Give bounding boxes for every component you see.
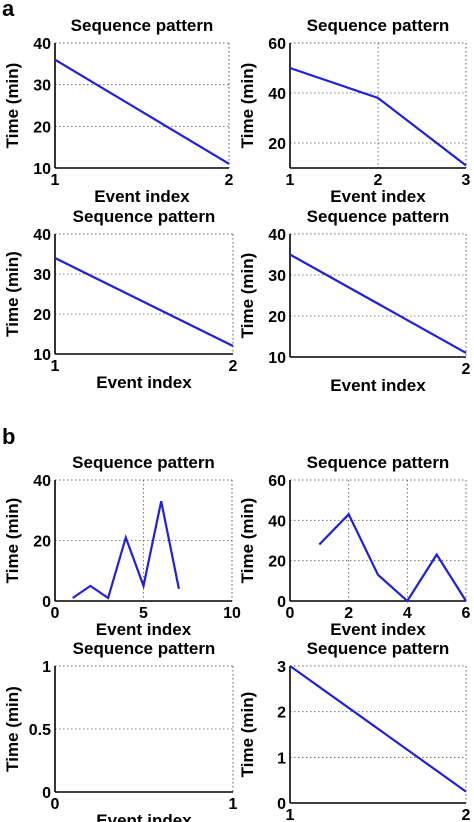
y-tick-label: 2	[277, 705, 286, 722]
series-line	[289, 66, 467, 167]
y-axis-label: Time (min)	[3, 63, 22, 149]
x-axis-label: Event index	[96, 373, 192, 392]
y-tick-label: 0	[42, 785, 51, 802]
x-tick-label: 1	[286, 807, 295, 822]
y-tick-label: 1	[277, 750, 286, 767]
y-tick-label: 40	[33, 227, 51, 244]
chart-3: 10 20 30 40 1 2 Sequence pattern Event index Tim…	[3, 207, 238, 392]
x-tick-label: 4	[403, 605, 412, 622]
series-line	[72, 500, 180, 600]
chart-title: Sequence pattern	[307, 639, 450, 658]
chart-title: Sequence pattern	[307, 207, 450, 226]
x-tick-label: 2	[462, 807, 471, 822]
x-tick-label: 10	[223, 605, 241, 622]
chart-title: Sequence pattern	[71, 16, 214, 35]
x-tick-label: 1	[51, 358, 60, 375]
y-tick-label: 3	[277, 659, 286, 676]
y-tick-label: 30	[33, 267, 51, 284]
x-axis-label: Event index	[96, 811, 192, 822]
x-tick-label: 0	[51, 796, 60, 813]
y-tick-label: 10	[268, 350, 286, 367]
y-tick-label: 0	[277, 796, 286, 813]
x-tick-label: 2	[462, 361, 471, 378]
chart-title: Sequence pattern	[72, 453, 215, 472]
x-tick-label: 1	[286, 172, 295, 189]
x-tick-label: 0	[51, 605, 60, 622]
y-axis-label: Time (min)	[238, 498, 257, 584]
chart-2: 20 40 60 1 2 3 Sequence pattern Event index Time…	[238, 16, 471, 206]
y-axis-label: Time (min)	[238, 692, 257, 778]
x-tick-label: 2	[225, 172, 234, 189]
y-tick-label: 20	[268, 309, 286, 326]
chart-6: 0 20 40 60 0 2 4 6 Sequence pattern Event index Ti…	[238, 453, 471, 639]
x-tick-label: 1	[229, 796, 238, 813]
y-tick-label: 0.5	[29, 722, 51, 739]
y-tick-label: 30	[33, 78, 51, 95]
y-axis-label: Time (min)	[238, 253, 257, 339]
chart-4: 10 20 30 40 2 Sequence pattern Event index Time…	[238, 207, 471, 395]
y-axis-label: Time (min)	[3, 686, 22, 772]
x-axis-label: Event index	[330, 187, 426, 206]
chart-title: Sequence pattern	[73, 207, 216, 226]
x-tick-label: 3	[462, 172, 471, 189]
x-axis-label: Event index	[330, 620, 426, 639]
panel-label-a: a	[2, 0, 15, 21]
chart-5: 0 20 40 0 5 10 Sequence pattern Event index Time…	[3, 453, 241, 639]
x-tick-label: 2	[374, 172, 383, 189]
y-tick-label: 20	[33, 534, 51, 551]
y-tick-label: 40	[268, 227, 286, 244]
y-tick-label: 40	[33, 473, 51, 490]
y-tick-label: 30	[268, 268, 286, 285]
y-tick-label: 1	[42, 659, 51, 676]
chart-1: 10 20 30 40 1 2 Sequence pattern Event index Tim…	[3, 16, 234, 206]
chart-title: Sequence pattern	[307, 453, 450, 472]
y-tick-label: 40	[33, 36, 51, 53]
series-line	[54, 58, 230, 165]
series-line	[289, 665, 467, 793]
y-tick-label: 40	[268, 513, 286, 530]
y-tick-label: 20	[268, 136, 286, 153]
x-tick-label: 2	[229, 358, 238, 375]
y-axis-label: Time (min)	[238, 63, 257, 149]
y-tick-label: 60	[268, 36, 286, 53]
chart-title: Sequence pattern	[73, 639, 216, 658]
series-line	[289, 253, 467, 354]
x-axis-label: Event index	[330, 376, 426, 395]
y-axis-label: Time (min)	[3, 498, 22, 584]
x-tick-label: 0	[286, 605, 295, 622]
x-tick-label: 2	[344, 605, 353, 622]
x-axis-label: Event index	[94, 187, 190, 206]
x-axis-label: Event index	[96, 620, 192, 639]
chart-title: Sequence pattern	[307, 16, 450, 35]
y-tick-label: 20	[33, 307, 51, 324]
y-axis-label: Time (min)	[3, 251, 22, 337]
chart-7: 0 0.5 1 0 1 Sequence pattern Event index Time (…	[3, 639, 238, 822]
y-tick-label: 0	[277, 594, 286, 611]
y-tick-label: 0	[42, 594, 51, 611]
y-tick-label: 20	[33, 119, 51, 136]
series-line	[54, 257, 234, 347]
x-tick-label: 1	[51, 172, 60, 189]
y-tick-label: 60	[268, 473, 286, 490]
y-tick-label: 10	[33, 347, 51, 364]
y-tick-label: 40	[268, 86, 286, 103]
panel-label-b: b	[2, 424, 16, 449]
series-line	[318, 512, 467, 603]
y-tick-label: 10	[33, 161, 51, 178]
y-tick-label: 20	[268, 554, 286, 571]
x-tick-label: 6	[462, 605, 471, 622]
x-tick-label: 5	[139, 605, 148, 622]
